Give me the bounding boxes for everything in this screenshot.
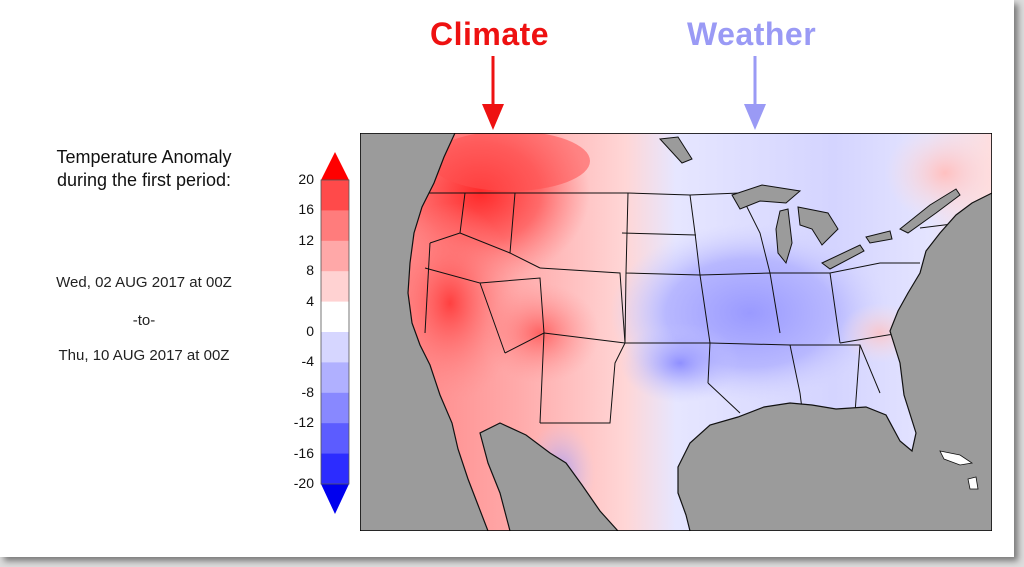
great-lakes [658, 136, 961, 270]
colorbar-tick-label: 4 [306, 292, 314, 309]
colorbar-tick-label: -12 [293, 414, 314, 431]
weather-arrow [744, 56, 766, 130]
weather-annotation: Weather [687, 16, 817, 52]
period-separator: -to- [132, 312, 156, 329]
colorbar-tick-label: 16 [298, 201, 314, 218]
anomaly-title-line2: during the first period: [56, 170, 232, 190]
colorbar-tick-label: 12 [298, 231, 314, 248]
anomaly-title: Temperature Anomaly during the first per… [14, 146, 274, 192]
lake-superior [731, 184, 802, 210]
colorbar-band [321, 210, 349, 242]
warm-anomaly-canada [430, 133, 590, 191]
colorbar-band [321, 180, 349, 211]
colorbar-band [321, 271, 349, 303]
cool-anomaly-oklahoma [620, 323, 740, 403]
colorbar-tick-label: 0 [306, 323, 314, 339]
colorbar-tick-label: -4 [301, 353, 314, 370]
colorbar-tick-label: 20 [298, 171, 314, 187]
hudson-bay-edge [658, 136, 693, 164]
anomaly-title-line1: Temperature Anomaly [56, 147, 232, 167]
lake-michigan [775, 208, 793, 265]
climate-arrow [482, 56, 504, 130]
climate-annotation: Climate [430, 16, 550, 52]
lake-huron [797, 206, 839, 246]
colorbar-band [321, 332, 349, 363]
lake-erie [821, 244, 865, 270]
colorbar-band [321, 301, 349, 333]
colorbar-bottom-triangle [321, 484, 349, 514]
us-temperature-anomaly-map [360, 133, 992, 531]
colorbar-tick-label: -16 [293, 444, 314, 461]
colorbar-tick-label: -20 [293, 475, 314, 491]
colorbar-band [321, 240, 349, 272]
colorbar-band [321, 453, 349, 485]
period-end: Thu, 10 AUG 2017 at 00Z [58, 347, 230, 364]
colorbar-tick-label: 8 [306, 262, 314, 279]
warm-anomaly-northeast [885, 133, 992, 223]
warm-anomaly-southwest [480, 283, 600, 383]
boundaries [422, 192, 961, 434]
colorbar-band [321, 392, 349, 424]
lake-ontario [865, 230, 893, 244]
colorbar [320, 152, 350, 514]
islands [939, 450, 979, 490]
colorbar-top-triangle [321, 152, 349, 180]
st-lawrence [899, 188, 961, 234]
colorbar-band [321, 423, 349, 455]
figure-frame: Climate Weather Temperature Anomaly duri… [0, 0, 1014, 557]
colorbar-tick-label: -8 [301, 383, 314, 400]
colorbar-band [321, 362, 349, 394]
period-start: Wed, 02 AUG 2017 at 00Z [56, 274, 232, 291]
